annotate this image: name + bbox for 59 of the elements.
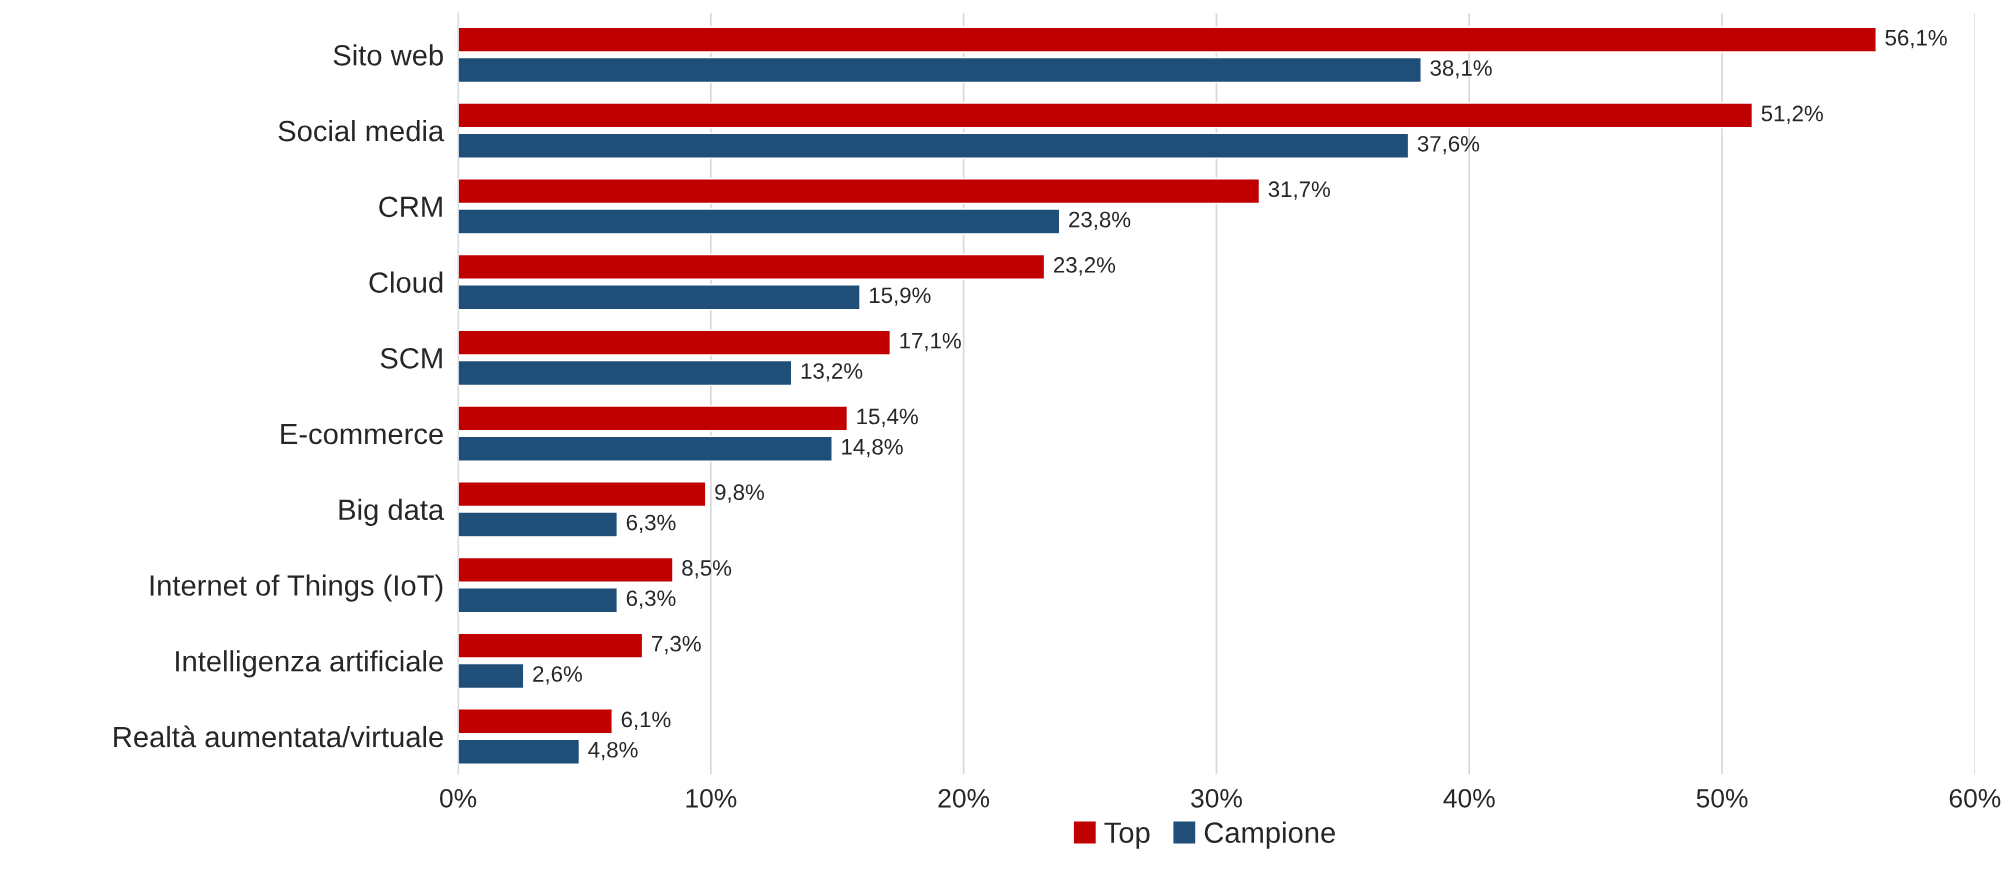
bar bbox=[458, 132, 1410, 159]
y-tick-label: E-commerce bbox=[281, 424, 443, 445]
data-label: 37,6% bbox=[1417, 135, 1480, 155]
y-tick-label: Realtà aumentata/virtuale bbox=[114, 725, 443, 748]
x-tick-label: 60% bbox=[1949, 788, 2001, 808]
bar bbox=[458, 178, 1261, 205]
data-label: 13,2% bbox=[801, 363, 863, 382]
data-label: 9,8% bbox=[715, 484, 764, 503]
bar bbox=[458, 405, 849, 432]
data-label: 31,7% bbox=[1268, 181, 1330, 200]
bar bbox=[458, 208, 1061, 235]
data-label: 6,1% bbox=[621, 711, 671, 730]
data-label: 4,8% bbox=[588, 741, 638, 761]
data-label: 23,2% bbox=[1054, 257, 1116, 276]
bar bbox=[458, 359, 793, 387]
bar bbox=[458, 329, 892, 356]
data-label: 6,3% bbox=[626, 590, 676, 609]
bar bbox=[458, 556, 674, 583]
y-tick-label: SCM bbox=[380, 347, 442, 369]
bar bbox=[458, 435, 833, 462]
bar bbox=[458, 511, 619, 538]
x-tick-label: 30% bbox=[1191, 788, 1242, 808]
data-label: 23,8% bbox=[1069, 211, 1131, 231]
legend-label: Top bbox=[1104, 822, 1150, 849]
bar bbox=[458, 587, 619, 614]
y-tick-label: Intelligenza artificiale bbox=[176, 650, 443, 678]
data-label: 15,9% bbox=[870, 287, 931, 306]
x-tick-label: 40% bbox=[1443, 788, 1495, 808]
y-tick-label: Sito web bbox=[333, 44, 443, 66]
bar bbox=[458, 26, 1877, 53]
data-label: 17,1% bbox=[900, 332, 961, 352]
legend-label: Campione bbox=[1204, 821, 1335, 849]
x-tick-label: 10% bbox=[686, 788, 737, 808]
y-tick-label: Big data bbox=[339, 498, 445, 526]
y-tick-label: Internet of Things (IoT) bbox=[150, 574, 443, 602]
bar bbox=[458, 56, 1422, 84]
bar bbox=[458, 708, 613, 735]
data-label: 6,3% bbox=[626, 514, 676, 533]
x-tick-label: 50% bbox=[1696, 788, 1748, 808]
bar bbox=[458, 632, 644, 659]
y-tick-label: Social media bbox=[278, 119, 445, 142]
bar bbox=[458, 284, 861, 311]
data-label: 51,2% bbox=[1761, 105, 1823, 124]
bar bbox=[458, 738, 581, 765]
data-label: 56,1% bbox=[1885, 29, 1947, 49]
bar bbox=[458, 102, 1754, 129]
bar bbox=[458, 662, 525, 690]
y-tick-label: CRM bbox=[379, 196, 442, 218]
data-label: 8,5% bbox=[682, 560, 732, 579]
data-label: 7,3% bbox=[652, 635, 701, 655]
bar bbox=[458, 253, 1046, 280]
data-label: 14,8% bbox=[842, 438, 903, 458]
y-tick-label: Cloud bbox=[369, 271, 443, 293]
bar bbox=[458, 480, 707, 508]
data-label: 38,1% bbox=[1430, 60, 1492, 79]
data-label: 2,6% bbox=[533, 666, 582, 685]
x-tick-label: 20% bbox=[938, 788, 990, 808]
data-label: 15,4% bbox=[857, 408, 918, 427]
x-tick-label: 0% bbox=[440, 788, 477, 808]
